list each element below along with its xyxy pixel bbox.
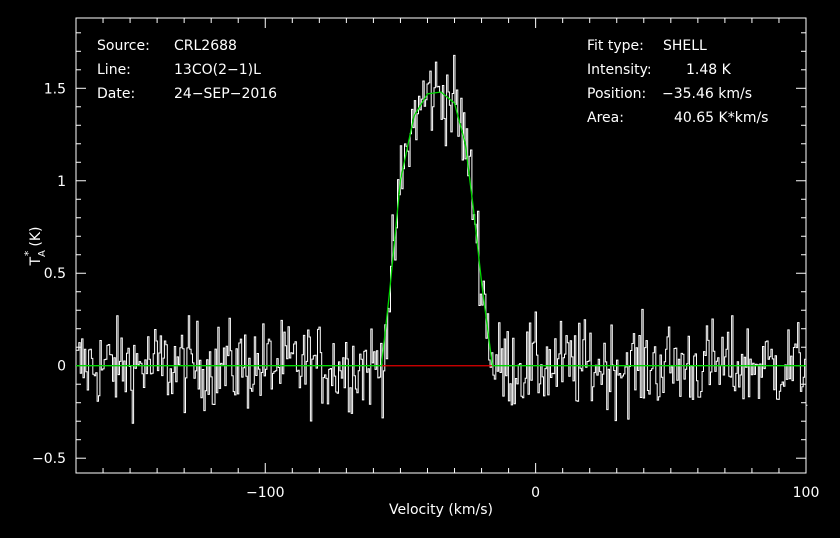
info-source-value: CRL2688 — [174, 38, 237, 54]
y-tick-label: 1 — [57, 174, 66, 190]
info-fittype-key: Fit type: — [587, 38, 644, 54]
plot-frame — [75, 17, 807, 474]
y-tick-label: −0.5 — [32, 451, 66, 467]
info-date-value: 24−SEP−2016 — [174, 86, 277, 102]
y-tick-label: 0 — [57, 359, 66, 375]
svg-text:TA*(K): TA* (K) — [22, 226, 48, 266]
y-axis-label-sup: * — [22, 250, 35, 256]
info-left: Source: CRL2688 Line: 13CO(2−1)L Date: 2… — [97, 38, 277, 102]
info-position-key: Position: — [587, 86, 646, 102]
info-area-value: 40.65 K*km/s — [674, 110, 768, 126]
info-source-key: Source: — [97, 38, 150, 54]
x-axis-label: Velocity (km/s) — [389, 502, 493, 518]
tick-marks: −100 0 100 −0.5 0 0.5 1 1.5 — [32, 18, 819, 501]
y-axis-label-main: T — [28, 257, 44, 267]
x-tick-label: 100 — [793, 485, 820, 501]
y-tick-label: 1.5 — [44, 81, 66, 97]
info-area-key: Area: — [587, 110, 624, 126]
y-axis-label-sub: A — [37, 250, 48, 257]
info-intensity-key: Intensity: — [587, 62, 652, 78]
info-intensity-value: 1.48 K — [686, 62, 732, 78]
x-tick-label: −100 — [246, 485, 284, 501]
info-line-value: 13CO(2−1)L — [174, 62, 261, 78]
data-layer — [75, 54, 808, 424]
info-right: Fit type: SHELL Intensity: 1.48 K Positi… — [587, 38, 768, 126]
x-tick-label: 0 — [531, 485, 540, 501]
info-date-key: Date: — [97, 86, 135, 102]
y-tick-label: 0.5 — [44, 266, 66, 282]
info-fittype-value: SHELL — [663, 38, 707, 54]
info-line-key: Line: — [97, 62, 131, 78]
spectrum-line — [75, 54, 808, 424]
y-axis-label-unit: (K) — [28, 226, 44, 246]
fit-curve — [76, 91, 806, 367]
info-position-value: −35.46 km/s — [662, 86, 752, 102]
y-axis-label: TA* (K) — [22, 226, 48, 266]
